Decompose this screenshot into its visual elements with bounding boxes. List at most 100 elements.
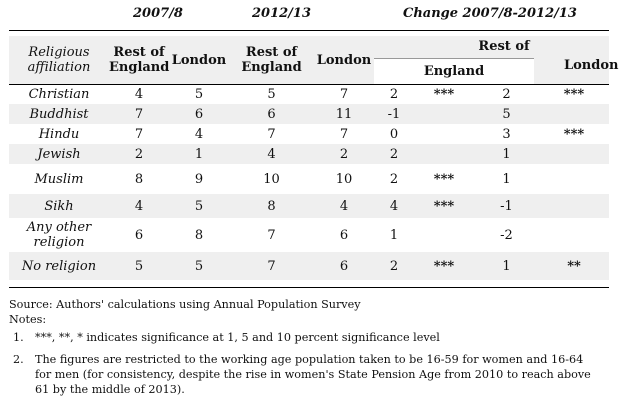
- cell-london-2012: 7: [339, 86, 349, 102]
- cell-roe-2012: 7: [267, 258, 276, 274]
- cell-london-2012: 2: [339, 146, 349, 162]
- table-row: Buddhist 7 6 6 11 -1 5: [9, 104, 609, 124]
- religion-table: Religious affiliation Rest of England Lo…: [9, 36, 619, 280]
- cell-sig-london: [539, 144, 609, 164]
- cell-london-2007: 5: [194, 198, 204, 214]
- header-religious-affiliation: Religious affiliation: [27, 45, 91, 75]
- cell-change-roe: 0: [389, 126, 399, 142]
- table-row: Christian 4 5 5 7 2 *** 2 ***: [9, 84, 609, 104]
- header-change-london: London: [564, 58, 619, 73]
- table-row: Sikh 4 5 8 4 4 *** -1: [9, 194, 609, 218]
- cell-sig-london: [539, 194, 609, 218]
- cell-sig-london: [539, 104, 609, 124]
- cell-change-roe: 2: [389, 86, 399, 102]
- cell-roe-2007: 5: [134, 258, 144, 274]
- row-band-sikh: [9, 194, 609, 218]
- cell-london-2007: 4: [194, 126, 204, 142]
- cell-london-2007: 5: [194, 258, 204, 274]
- row-label: Any other religion: [26, 220, 92, 250]
- cell-roe-2012: 7: [267, 126, 276, 142]
- cell-sig-london: [539, 164, 609, 194]
- cell-roe-2007: 8: [134, 171, 144, 187]
- row-band-buddhist: [9, 104, 609, 124]
- cell-change-roe: 4: [389, 198, 399, 214]
- cell-london-2012: 11: [335, 106, 353, 122]
- header-london-2007: London: [171, 52, 227, 68]
- source-line: Source: Authors' calculations using Annu…: [9, 298, 361, 311]
- row-label: Buddhist: [29, 106, 89, 122]
- cell-london-2007: 8: [194, 227, 204, 243]
- note-text: ***, **, * indicates significance at 1, …: [35, 331, 440, 344]
- cell-sig-roe: ***: [433, 258, 455, 274]
- bottom-rule: [9, 287, 609, 288]
- cell-sig-roe: [414, 124, 474, 144]
- period-header-2012-13: 2012/13: [252, 6, 312, 21]
- notes-block: Source: Authors' calculations using Annu…: [9, 297, 609, 397]
- cell-change-london: 5: [502, 106, 511, 122]
- cell-london-2012: 4: [339, 198, 349, 214]
- period-header-2007-8: 2007/8: [133, 6, 183, 21]
- cell-london-2007: 5: [194, 86, 204, 102]
- cell-roe-2012: 7: [267, 227, 276, 243]
- cell-sig-roe: [414, 144, 474, 164]
- cell-change-roe: 1: [389, 227, 399, 243]
- cell-roe-2007: 7: [134, 106, 144, 122]
- cell-change-roe: -1: [387, 106, 401, 122]
- cell-london-2007: 1: [194, 146, 204, 162]
- row-label: Sikh: [44, 198, 74, 214]
- cell-change-roe: 2: [389, 171, 399, 187]
- notes-label: Notes:: [9, 313, 47, 326]
- note-number: 1.: [13, 331, 24, 344]
- note-item: 1. ***, **, * indicates significance at …: [9, 330, 609, 346]
- cell-roe-2007: 7: [134, 126, 144, 142]
- cell-london-2007: 9: [194, 171, 204, 187]
- row-band-no-religion: [9, 252, 609, 280]
- cell-change-london: 1: [502, 258, 511, 274]
- header-row: Religious affiliation Rest of England Lo…: [9, 36, 618, 84]
- cell-roe-2012: 5: [267, 86, 276, 102]
- cell-change-roe: 2: [389, 258, 399, 274]
- table-row: Muslim 8 9 10 10 2 *** 1: [9, 164, 609, 194]
- note-item: 2. The figures are restricted to the wor…: [9, 352, 609, 397]
- cell-london-2012: 10: [335, 171, 353, 187]
- row-label: Muslim: [34, 171, 84, 187]
- cell-roe-2007: 2: [134, 146, 144, 162]
- cell-sig-roe: [414, 104, 474, 124]
- cell-roe-2012: 4: [267, 146, 276, 162]
- row-label: Jewish: [37, 146, 81, 162]
- cell-change-roe: 2: [389, 146, 399, 162]
- cell-roe-2012: 6: [267, 106, 276, 122]
- row-label: No religion: [21, 258, 97, 274]
- table-row: Any other religion 6 8 7 6 1 -2: [9, 218, 609, 252]
- cell-sig-roe: [414, 218, 474, 252]
- table-row: No religion 5 5 7 6 2 *** 1 **: [9, 252, 609, 280]
- header-change-group: Rest of England London: [374, 36, 618, 84]
- row-label: Hindu: [38, 126, 80, 142]
- cell-london-2012: 7: [339, 126, 349, 142]
- header-london-2012: London: [316, 52, 372, 68]
- cell-change-london: 1: [502, 171, 511, 187]
- cell-london-2007: 6: [194, 106, 204, 122]
- note-number: 2.: [13, 353, 24, 366]
- cell-change-london: -2: [500, 227, 513, 243]
- row-label: Christian: [28, 86, 90, 102]
- header-rest-of-england-2007: Rest of England: [109, 45, 170, 75]
- cell-london-2012: 6: [339, 227, 349, 243]
- cell-sig-london: **: [567, 258, 581, 274]
- cell-roe-2007: 6: [134, 227, 144, 243]
- period-header-change: Change 2007/8-2012/13: [403, 6, 577, 21]
- table-row: Jewish 2 1 4 2 2 1: [9, 144, 609, 164]
- header-rest-of: Rest of: [478, 39, 530, 55]
- cell-change-london: 2: [502, 86, 511, 102]
- cell-sig-london: [539, 218, 609, 252]
- table-row: Hindu 7 4 7 7 0 3 ***: [9, 124, 609, 144]
- row-band-jewish: [9, 144, 609, 164]
- cell-sig-london: ***: [563, 86, 585, 102]
- cell-sig-roe: ***: [433, 86, 455, 102]
- cell-sig-roe: ***: [433, 198, 455, 214]
- note-text: The figures are restricted to the workin…: [35, 353, 591, 396]
- header-rule: [9, 84, 609, 85]
- cell-roe-2007: 4: [134, 198, 144, 214]
- top-rule: [9, 30, 609, 31]
- cell-sig-roe: ***: [433, 171, 455, 187]
